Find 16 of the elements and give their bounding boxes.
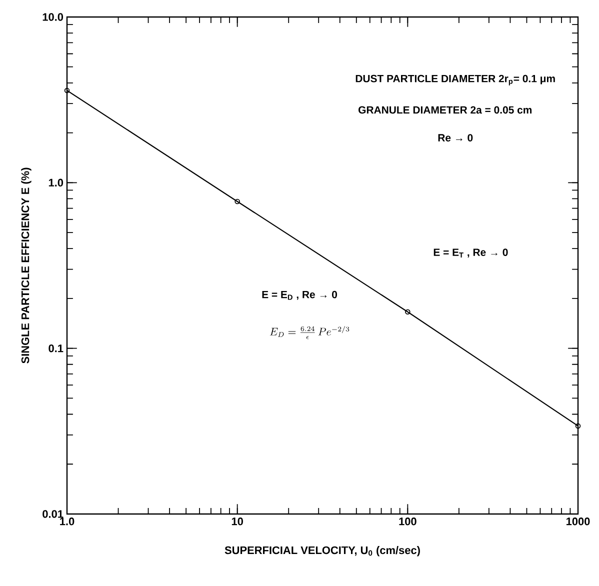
y-tick-label: 10.0 — [42, 13, 64, 21]
x-tick-label: 1000 — [566, 518, 590, 526]
x-tick-label: 1.0 — [60, 518, 74, 526]
annotation: Re → 0 — [438, 134, 473, 142]
x-axis-title: SUPERFICIAL VELOCITY, U$_{0}$ (cm/sec) — [224, 546, 420, 556]
x-tick-label: 10 — [232, 518, 243, 526]
annotation: E = E$_{T}$ , Re → 0 — [434, 248, 508, 258]
y-tick-label: 0.1 — [48, 344, 64, 352]
x-tick-label: 100 — [399, 518, 416, 526]
annotation: $E_{D} = \frac{6.24}{\epsilon}\, Pe^{-2/3}$ — [270, 326, 350, 340]
y-axis-title: SINGLE PARTICLE EFFICIENCY E (%) — [21, 168, 32, 364]
annotation: E = E$_{D}$ , Re → 0 — [262, 290, 337, 300]
y-tick-label: 1.0 — [48, 178, 64, 187]
y-tick-label: 0.01 — [42, 510, 64, 518]
annotation: GRANULE DIAMETER 2a = 0.05 cm — [358, 106, 532, 114]
annotation: DUST PARTICLE DIAMETER 2r$_{p}$= 0.1 μm — [356, 74, 555, 86]
